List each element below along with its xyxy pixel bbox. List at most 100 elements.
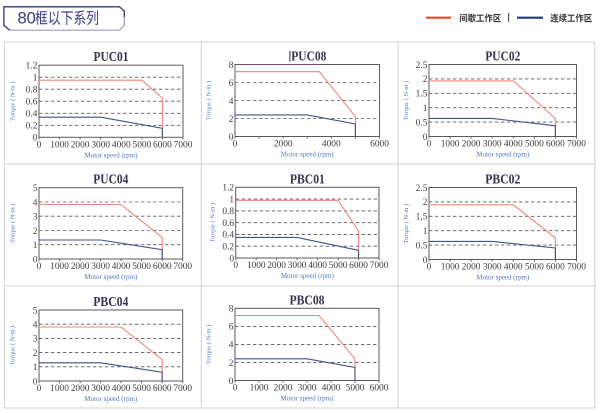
svg-text:Torque ( N-m ): Torque ( N-m ) bbox=[206, 81, 213, 120]
svg-text:2: 2 bbox=[423, 75, 428, 85]
svg-text:0: 0 bbox=[233, 261, 238, 271]
svg-text:0.2: 0.2 bbox=[26, 122, 38, 132]
svg-text:PBC08: PBC08 bbox=[290, 293, 325, 308]
svg-text:0.5: 0.5 bbox=[416, 241, 428, 251]
svg-text:4000: 4000 bbox=[504, 140, 523, 150]
svg-text:1,5: 1,5 bbox=[416, 213, 428, 223]
svg-text:5000: 5000 bbox=[525, 140, 544, 150]
svg-text:1000: 1000 bbox=[441, 263, 460, 273]
svg-text:1.2: 1.2 bbox=[26, 62, 38, 72]
svg-text:3000: 3000 bbox=[298, 384, 317, 394]
svg-text:Motor speed (rpm): Motor speed (rpm) bbox=[281, 395, 335, 403]
svg-text:3000: 3000 bbox=[288, 261, 307, 271]
svg-text:7000: 7000 bbox=[173, 384, 192, 394]
svg-text:0: 0 bbox=[37, 384, 42, 394]
svg-text:PBC04: PBC04 bbox=[93, 295, 128, 310]
svg-text:PUC08: PUC08 bbox=[291, 50, 326, 65]
svg-text:1.5: 1.5 bbox=[416, 90, 428, 100]
svg-text:2: 2 bbox=[423, 198, 428, 208]
svg-text:0: 0 bbox=[427, 263, 432, 273]
svg-text:4: 4 bbox=[33, 321, 38, 331]
svg-text:5000: 5000 bbox=[132, 384, 151, 394]
svg-text:0: 0 bbox=[229, 377, 234, 387]
svg-text:PBC01: PBC01 bbox=[290, 172, 325, 187]
svg-text:PUC04: PUC04 bbox=[93, 173, 128, 188]
svg-text:Torque ( N-m ): Torque ( N-m ) bbox=[10, 326, 17, 365]
svg-text:6000: 6000 bbox=[370, 140, 389, 150]
svg-text:1000: 1000 bbox=[50, 262, 69, 272]
svg-text:7000: 7000 bbox=[173, 262, 192, 272]
svg-text:0: 0 bbox=[229, 133, 234, 143]
svg-text:1: 1 bbox=[33, 241, 38, 251]
svg-text:4: 4 bbox=[229, 341, 234, 351]
svg-text:0: 0 bbox=[33, 134, 38, 144]
svg-text:2000: 2000 bbox=[71, 141, 90, 151]
svg-text:PBC02: PBC02 bbox=[485, 173, 520, 188]
svg-text:1: 1 bbox=[423, 104, 428, 114]
svg-text:1: 1 bbox=[423, 227, 428, 237]
svg-text:1000: 1000 bbox=[247, 261, 266, 271]
svg-text:3000: 3000 bbox=[91, 262, 110, 272]
svg-text:0: 0 bbox=[33, 377, 38, 387]
svg-text:8: 8 bbox=[229, 305, 234, 315]
svg-text:5: 5 bbox=[33, 306, 38, 316]
svg-text:2.5: 2.5 bbox=[416, 184, 428, 194]
svg-text:2000: 2000 bbox=[71, 262, 90, 272]
svg-text:2000: 2000 bbox=[274, 384, 293, 394]
svg-text:2.5: 2.5 bbox=[416, 61, 428, 71]
svg-text:2000: 2000 bbox=[462, 140, 481, 150]
svg-text:Motor speed (rpm): Motor speed (rpm) bbox=[281, 272, 335, 280]
svg-text:1.2: 1.2 bbox=[222, 184, 234, 194]
svg-text:4000: 4000 bbox=[112, 262, 131, 272]
svg-text:3000: 3000 bbox=[483, 140, 502, 150]
svg-text:5000: 5000 bbox=[346, 384, 365, 394]
svg-text:7000: 7000 bbox=[567, 263, 586, 273]
svg-text:3000: 3000 bbox=[483, 263, 502, 273]
svg-text:Torque ( N-m ): Torque ( N-m ) bbox=[210, 203, 217, 242]
svg-text:2: 2 bbox=[33, 227, 38, 237]
svg-text:4000: 4000 bbox=[112, 384, 131, 394]
svg-text:Torque ( N-m ): Torque ( N-m ) bbox=[403, 81, 410, 120]
svg-text:6000: 6000 bbox=[370, 384, 389, 394]
svg-text:PUC01: PUC01 bbox=[94, 50, 129, 65]
svg-text:0: 0 bbox=[427, 140, 432, 150]
svg-text:0: 0 bbox=[33, 255, 38, 265]
svg-text:PUC02: PUC02 bbox=[485, 50, 520, 65]
svg-text:Torque ( N-m ): Torque ( N-m ) bbox=[206, 325, 213, 364]
svg-text:2000: 2000 bbox=[267, 261, 286, 271]
svg-text:1: 1 bbox=[229, 195, 234, 205]
svg-text:6000: 6000 bbox=[546, 140, 565, 150]
svg-text:4: 4 bbox=[33, 198, 38, 208]
svg-text:6000: 6000 bbox=[349, 261, 368, 271]
svg-text:0.4: 0.4 bbox=[222, 231, 234, 241]
svg-text:0.4: 0.4 bbox=[26, 110, 38, 120]
svg-text:0: 0 bbox=[37, 141, 42, 151]
svg-text:4000: 4000 bbox=[308, 261, 327, 271]
svg-text:Torque ( N-m ): Torque ( N-m ) bbox=[10, 204, 17, 243]
svg-text:0.8: 0.8 bbox=[26, 86, 38, 96]
svg-text:7000: 7000 bbox=[174, 141, 193, 151]
svg-text:Motor speed (rpm): Motor speed (rpm) bbox=[84, 273, 138, 281]
svg-text:6000: 6000 bbox=[153, 141, 172, 151]
svg-text:7000: 7000 bbox=[370, 261, 389, 271]
svg-text:2000: 2000 bbox=[274, 140, 293, 150]
svg-text:8: 8 bbox=[229, 61, 234, 71]
svg-text:0.5: 0.5 bbox=[416, 118, 428, 128]
svg-text:5: 5 bbox=[33, 184, 38, 194]
svg-text:2000: 2000 bbox=[462, 263, 481, 273]
svg-text:0.6: 0.6 bbox=[222, 219, 234, 229]
svg-text:1000: 1000 bbox=[50, 384, 69, 394]
svg-text:6: 6 bbox=[229, 79, 234, 89]
svg-text:4000: 4000 bbox=[504, 263, 523, 273]
svg-text:6000: 6000 bbox=[153, 384, 172, 394]
svg-text:3000: 3000 bbox=[91, 141, 110, 151]
svg-text:Motor speed (rpm): Motor speed (rpm) bbox=[84, 395, 138, 403]
svg-text:0: 0 bbox=[233, 384, 238, 394]
svg-text:6000: 6000 bbox=[153, 262, 172, 272]
svg-text:Torque ( N-m ): Torque ( N-m ) bbox=[403, 204, 410, 243]
svg-text:Motor speed (rpm): Motor speed (rpm) bbox=[281, 151, 335, 159]
svg-text:2: 2 bbox=[229, 359, 234, 369]
svg-text:0.8: 0.8 bbox=[222, 207, 234, 217]
svg-text:0: 0 bbox=[37, 262, 42, 272]
svg-text:1: 1 bbox=[33, 74, 38, 84]
